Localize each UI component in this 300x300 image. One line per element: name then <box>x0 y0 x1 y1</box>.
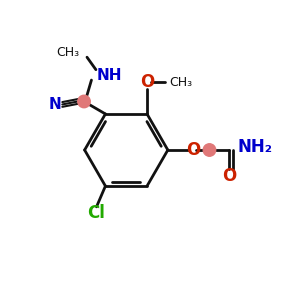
Text: O: O <box>186 141 200 159</box>
Text: Cl: Cl <box>88 204 105 222</box>
Text: CH₃: CH₃ <box>169 76 192 89</box>
Text: O: O <box>140 73 154 91</box>
Text: CH₃: CH₃ <box>56 46 80 59</box>
Circle shape <box>203 144 216 156</box>
Text: O: O <box>223 167 237 185</box>
Text: NH: NH <box>97 68 122 83</box>
Text: N: N <box>49 97 61 112</box>
Circle shape <box>78 95 90 108</box>
Text: NH₂: NH₂ <box>238 138 273 156</box>
